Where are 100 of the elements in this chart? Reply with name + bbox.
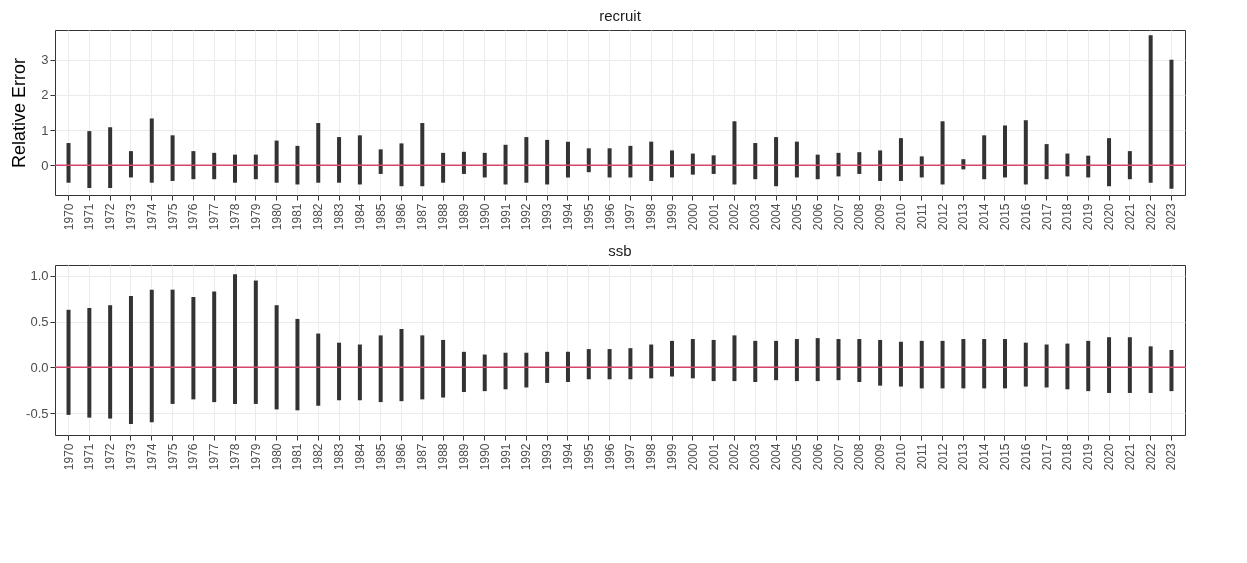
bar [607,148,612,178]
bar [586,148,591,173]
bar [482,354,487,392]
bar [940,340,945,389]
x-tick-label: 1983 [332,203,347,231]
bar [461,151,466,174]
bar [87,307,92,418]
bar [670,150,675,178]
x-tick-label: 1975 [165,443,180,471]
bar [316,333,321,406]
bar [274,305,279,410]
x-tick-label: 1993 [540,203,555,231]
bar [441,152,446,183]
y-tick-label: -0.5 [26,405,49,421]
bar [1065,343,1070,390]
x-tick-label: 2022 [1143,443,1158,471]
x-tick-label: 2000 [685,203,700,231]
x-tick-label: 2019 [1081,443,1096,471]
bar [690,339,695,379]
x-tick-label: 2007 [831,203,846,231]
x-tick-label: 1977 [207,443,222,471]
x-tick-label: 1972 [103,203,118,231]
x-tick-label: 2012 [935,443,950,471]
x-tick-label: 1980 [269,203,284,231]
x-tick-label: 1985 [373,443,388,471]
bar [378,149,383,174]
bar [545,351,550,383]
x-tick-label: 2013 [956,203,971,231]
bar [337,137,342,183]
x-tick-label: 2010 [893,443,908,471]
bar [815,338,820,382]
x-tick-label: 1979 [248,203,263,231]
bar [919,340,924,389]
x-tick-label: 1990 [477,203,492,231]
bar [586,349,591,380]
bar [753,340,758,382]
x-tick-label: 1981 [290,443,305,471]
bar [295,145,300,185]
bar [1127,151,1132,180]
x-tick-label: 1991 [498,443,513,471]
bar [982,339,987,389]
x-tick-label: 1984 [352,443,367,471]
bar [503,352,508,390]
bar [212,291,217,403]
x-tick-label: 2018 [1060,203,1075,231]
bar [128,151,133,178]
x-tick-label: 1976 [186,443,201,471]
x-tick-label: 2003 [748,203,763,231]
x-tick-label: 2011 [914,203,929,230]
bar [628,348,633,380]
bar [961,339,966,389]
x-tick-label: 2016 [1018,443,1033,471]
x-tick-label: 1990 [477,443,492,471]
x-tick-label: 2023 [1164,203,1179,231]
bar [316,123,321,183]
x-tick-label: 2023 [1164,443,1179,471]
x-tick-label: 2021 [1122,443,1137,471]
bar [149,289,154,423]
x-tick-label: 1999 [665,203,680,231]
x-tick-label: 2008 [852,443,867,471]
y-tick-label: 2 [41,87,49,103]
bar [191,296,196,400]
x-tick-label: 2013 [956,443,971,471]
bar [128,296,133,425]
x-tick-label: 1972 [103,443,118,471]
chart-title: ssb [608,242,632,259]
x-tick-label: 1991 [498,203,513,231]
bar [1023,342,1028,387]
x-tick-label: 1996 [602,443,617,471]
x-tick-label: 1992 [519,443,534,471]
y-tick-label: 3 [41,52,49,68]
bar [878,150,883,181]
x-tick-label: 2007 [831,443,846,471]
bar [1148,35,1153,183]
bar [1107,337,1112,393]
x-tick-label: 1978 [228,443,243,471]
bar [295,318,300,411]
x-tick-label: 2017 [1039,443,1054,471]
bar [857,152,862,174]
x-tick-label: 2009 [873,443,888,471]
x-tick-label: 2020 [1102,443,1117,471]
bar [87,131,92,188]
bar [565,141,570,178]
x-tick-label: 1971 [82,443,97,471]
x-tick-label: 2001 [706,443,721,471]
bar [170,135,175,181]
bar [857,339,862,382]
x-tick-label: 1998 [644,203,659,231]
x-tick-label: 1985 [373,203,388,231]
x-tick-label: 1981 [290,203,305,231]
x-tick-label: 2016 [1018,203,1033,231]
bar [878,339,883,386]
x-tick-label: 1973 [123,203,138,231]
bar [1044,344,1049,388]
bar [378,335,383,403]
x-tick-label: 1982 [311,203,326,231]
x-tick-label: 1977 [207,203,222,231]
x-tick-label: 2002 [727,203,742,231]
bar [274,140,279,183]
bar [815,154,820,180]
